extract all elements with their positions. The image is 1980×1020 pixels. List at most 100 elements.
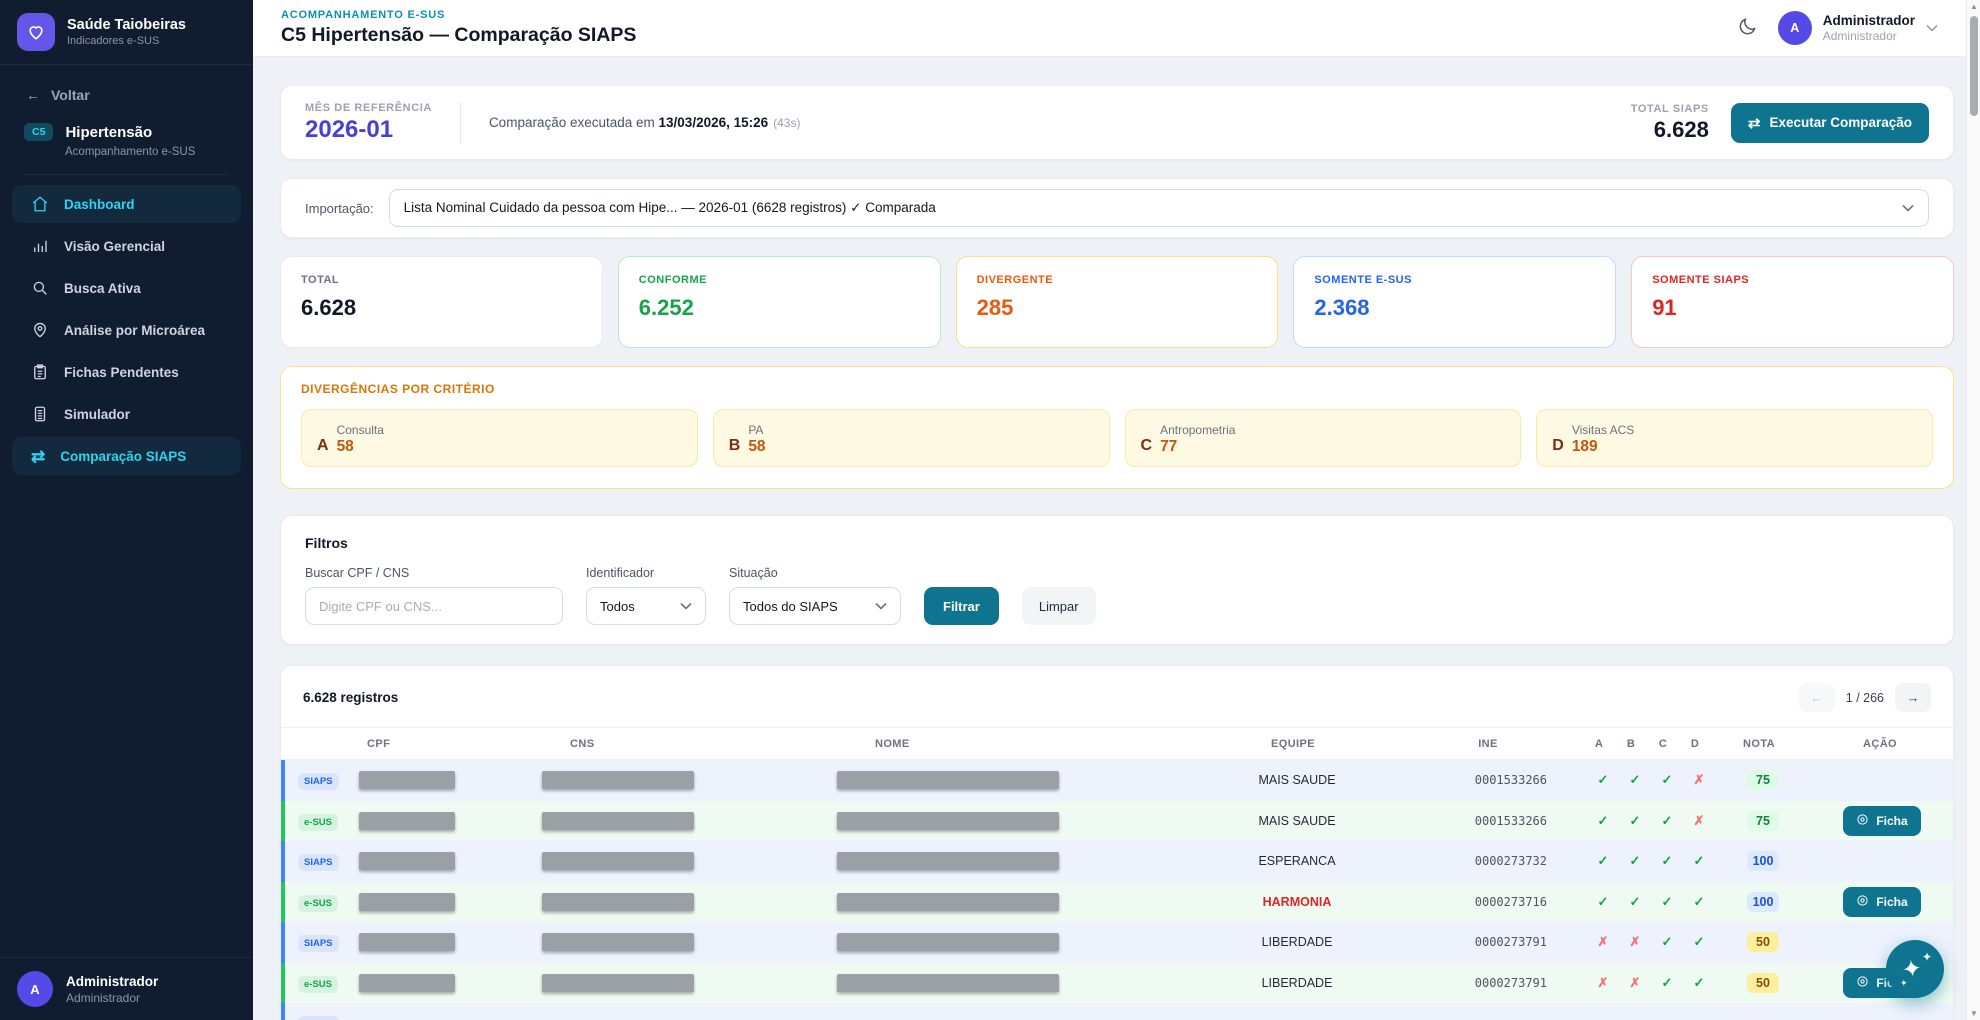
assistant-fab[interactable]: ✦ ✦ ✦ [1886,940,1944,998]
criterion-b-mark: ✗ [1629,934,1641,950]
eye-icon [1856,975,1869,991]
records-count: 6.628 registros [303,690,399,705]
source-badge: e-SUS [298,975,338,993]
app-name: Saúde Taiobeiras [67,17,186,33]
sidebar-item-label: Busca Ativa [64,280,141,296]
bar-chart-icon [31,237,49,255]
import-card: Importação: Lista Nominal Cuidado da pes… [280,178,1954,238]
ine-cell: 0001533266 [1474,813,1547,828]
filters-card: Filtros Buscar CPF / CNS Identificador T… [280,515,1954,645]
dark-mode-toggle[interactable] [1737,16,1758,40]
import-select[interactable]: Lista Nominal Cuidado da pessoa com Hipe… [388,189,1929,227]
criterion-a-mark: ✓ [1597,812,1609,828]
ficha-button[interactable]: Ficha [1843,886,1921,917]
app-subtitle: Indicadores e-SUS [67,35,160,47]
execute-comparison-button[interactable]: ⇄ Executar Comparação [1730,102,1929,143]
sidebar-item-busca-ativa[interactable]: Busca Ativa [12,269,241,307]
situation-label: Situação [729,566,778,580]
chevron-down-icon [1926,24,1938,32]
pagination: ← 1 / 266 → [1798,683,1931,712]
home-icon [31,195,49,213]
criteria-item-consulta: A Consulta 58 [301,409,698,467]
vertical-scrollbar[interactable]: ▲ ▼ [1966,0,1980,1020]
avatar: A [17,971,53,1007]
sidebar-item-fichas-pendentes[interactable]: Fichas Pendentes [12,353,241,391]
prev-page-button[interactable]: ← [1798,683,1835,712]
search-input[interactable] [305,587,563,625]
sidebar-item-label: Comparação SIAPS [60,448,187,464]
sidebar-item-analise-microarea[interactable]: Análise por Microárea [12,311,241,349]
ficha-button[interactable]: Ficha [1843,805,1921,836]
criterion-a-mark: ✓ [1597,772,1609,788]
sidebar-item-visao-gerencial[interactable]: Visão Gerencial [12,227,241,265]
avatar: A [1777,11,1812,45]
table-row: e-SUS HARMONIA 0000273716 ✓ ✓ ✓ ✓ 100 Fi… [281,881,1953,922]
table-row: SIAPS MAIS SAUDE 0001533266 ✓ ✓ ✓ ✗ 75 [281,760,1953,801]
redacted-nome [837,811,1059,830]
source-badge: SIAPS [298,773,339,791]
chevron-down-icon [680,602,692,610]
app-logo-heart-icon [17,13,55,51]
user-role: Administrador [1822,29,1897,43]
nota-badge: 50 [1747,972,1779,993]
scroll-up-arrow[interactable]: ▲ [1970,2,1978,11]
equipe-cell: ESPERANCA [1258,854,1336,869]
sidebar-item-label: Dashboard [64,196,135,212]
program-subtitle: Acompanhamento e-SUS [65,146,196,158]
situation-select[interactable]: Todos do SIAPS [729,587,901,625]
user-name: Administrador [66,973,159,989]
back-label: Voltar [51,87,90,103]
back-button[interactable]: ← Voltar [0,65,253,109]
criteria-item-antropometria: C Antropometria 77 [1124,409,1522,467]
criterion-c-mark: ✓ [1661,812,1673,828]
breadcrumb: ACOMPANHAMENTO E-SUS [281,9,446,21]
stat-card-divergente: DIVERGENTE 285 [955,256,1279,348]
stat-card-somente-siaps: SOMENTE SIAPS 91 [1631,256,1954,348]
filter-button[interactable]: Filtrar [924,587,999,625]
chevron-down-icon [1902,204,1914,212]
clear-button[interactable]: Limpar [1021,587,1096,625]
nota-badge: 75 [1747,770,1779,791]
stat-card-conforme: CONFORME 6.252 [617,256,941,348]
redacted-cpf [359,973,455,992]
total-siaps-label: TOTAL SIAPS [1630,102,1709,115]
execution-info: Comparação executada em 13/03/2026, 15:2… [488,115,801,130]
swap-arrows-icon: ⇄ [1747,114,1761,132]
sidebar-item-label: Fichas Pendentes [64,364,179,380]
redacted-nome [837,852,1059,871]
identifier-select[interactable]: Todos [586,587,706,625]
sidebar-item-label: Visão Gerencial [64,238,166,254]
criterion-b-mark: ✗ [1629,974,1641,990]
redacted-cns [542,973,694,992]
sidebar-user[interactable]: A Administrador Administrador [0,957,253,1020]
sidebar-item-simulador[interactable]: Simulador [12,395,241,433]
scrollbar-thumb[interactable] [1970,16,1978,116]
program-badge: C5 [24,123,54,141]
redacted-cns [542,892,694,911]
scroll-down-arrow[interactable]: ▼ [1970,1009,1978,1018]
document-lines-icon [31,405,49,423]
criterion-a-mark: ✓ [1597,893,1609,909]
map-pin-icon [31,321,49,339]
source-badge: SIAPS [298,935,339,953]
sidebar-header: Saúde Taiobeiras Indicadores e-SUS [0,0,253,65]
source-badge: e-SUS [298,894,338,912]
next-page-button[interactable]: → [1895,683,1931,712]
sidebar-divider [24,174,229,175]
sidebar-item-dashboard[interactable]: Dashboard [12,185,241,223]
source-badge: e-SUS [298,813,338,831]
reference-card: MÊS DE REFERÊNCIA 2026-01 Comparação exe… [280,85,1954,160]
user-menu[interactable]: A Administrador Administrador [1777,11,1938,45]
nota-badge: 50 [1747,932,1779,953]
eye-icon [1856,894,1869,910]
equipe-cell: LIBERDADE [1261,975,1333,990]
criterion-d-mark: ✗ [1693,772,1705,788]
criterion-d-mark: ✓ [1693,934,1705,950]
user-role: Administrador [66,990,141,1005]
eye-icon [1856,813,1869,829]
criterion-b-mark: ✓ [1629,853,1641,869]
redacted-nome [837,892,1059,911]
sidebar-item-label: Análise por Microárea [64,322,206,338]
sidebar-item-comparacao-siaps[interactable]: ⇄ Comparação SIAPS [12,437,241,475]
criteria-item-visitas-acs: D Visitas ACS 189 [1536,409,1933,467]
